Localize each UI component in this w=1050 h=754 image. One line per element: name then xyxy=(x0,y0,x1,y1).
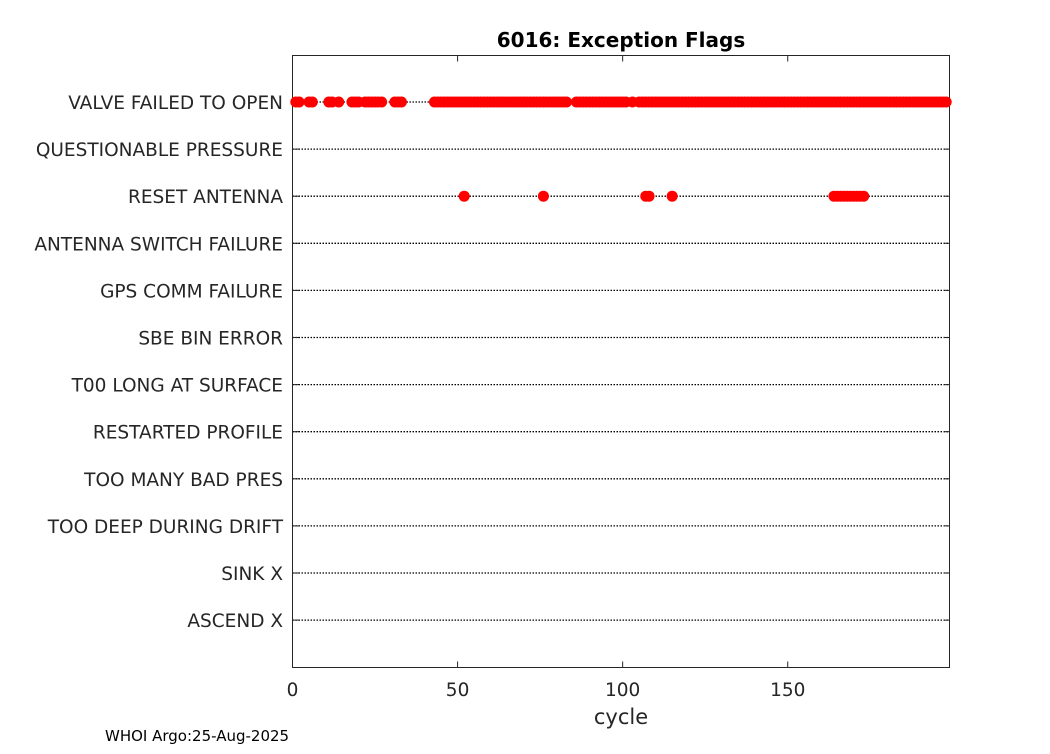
y-tick-label: GPS COMM FAILURE xyxy=(100,281,283,302)
flag-point xyxy=(643,190,655,202)
y-tick-label: SINK X xyxy=(221,564,283,585)
x-tick-label: 100 xyxy=(605,680,640,701)
flag-point xyxy=(940,96,952,108)
x-tick-label: 150 xyxy=(770,680,805,701)
y-tick-label: ANTENNA SWITCH FAILURE xyxy=(34,234,283,255)
flag-row: QUESTIONABLE PRESSURE xyxy=(36,140,950,161)
flag-row: RESTARTED PROFILE xyxy=(93,423,950,444)
flag-row: SBE BIN ERROR xyxy=(138,329,950,350)
x-tick-label: 50 xyxy=(446,680,470,701)
flag-point xyxy=(458,190,470,202)
y-tick-label: RESET ANTENNA xyxy=(128,187,283,208)
flag-row: ASCEND X xyxy=(187,611,950,632)
flag-point xyxy=(306,96,318,108)
footer-credit: WHOI Argo:25-Aug-2025 xyxy=(105,727,289,745)
flag-row: SINK X xyxy=(221,564,950,585)
chart-title: 6016: Exception Flags xyxy=(497,28,746,52)
flag-row: TOO MANY BAD PRES xyxy=(83,470,950,491)
flag-row: TOO DEEP DURING DRIFT xyxy=(47,517,950,538)
flag-point xyxy=(376,96,388,108)
flag-row: T00 LONG AT SURFACE xyxy=(71,376,950,397)
y-tick-label: SBE BIN ERROR xyxy=(138,329,283,350)
y-tick-label: TOO DEEP DURING DRIFT xyxy=(47,517,284,538)
flag-point xyxy=(561,96,573,108)
flag-point xyxy=(333,96,345,108)
flag-point xyxy=(395,96,407,108)
y-tick-label: TOO MANY BAD PRES xyxy=(83,470,283,491)
flag-point xyxy=(537,190,549,202)
y-tick-label: T00 LONG AT SURFACE xyxy=(71,376,283,397)
flag-point xyxy=(666,190,678,202)
flag-row: RESET ANTENNA xyxy=(128,187,950,208)
x-axis-label: cycle xyxy=(594,705,648,729)
plot-area xyxy=(292,55,950,668)
flag-point xyxy=(293,96,305,108)
flag-point xyxy=(858,190,870,202)
y-tick-label: VALVE FAILED TO OPEN xyxy=(68,93,283,114)
y-tick-label: ASCEND X xyxy=(187,611,283,632)
flag-row: GPS COMM FAILURE xyxy=(100,281,950,302)
y-tick-label: QUESTIONABLE PRESSURE xyxy=(36,140,283,161)
y-tick-label: RESTARTED PROFILE xyxy=(93,423,283,444)
flag-row: ANTENNA SWITCH FAILURE xyxy=(34,234,950,255)
flag-row: VALVE FAILED TO OPEN xyxy=(68,93,952,114)
x-tick-label: 0 xyxy=(287,680,299,701)
